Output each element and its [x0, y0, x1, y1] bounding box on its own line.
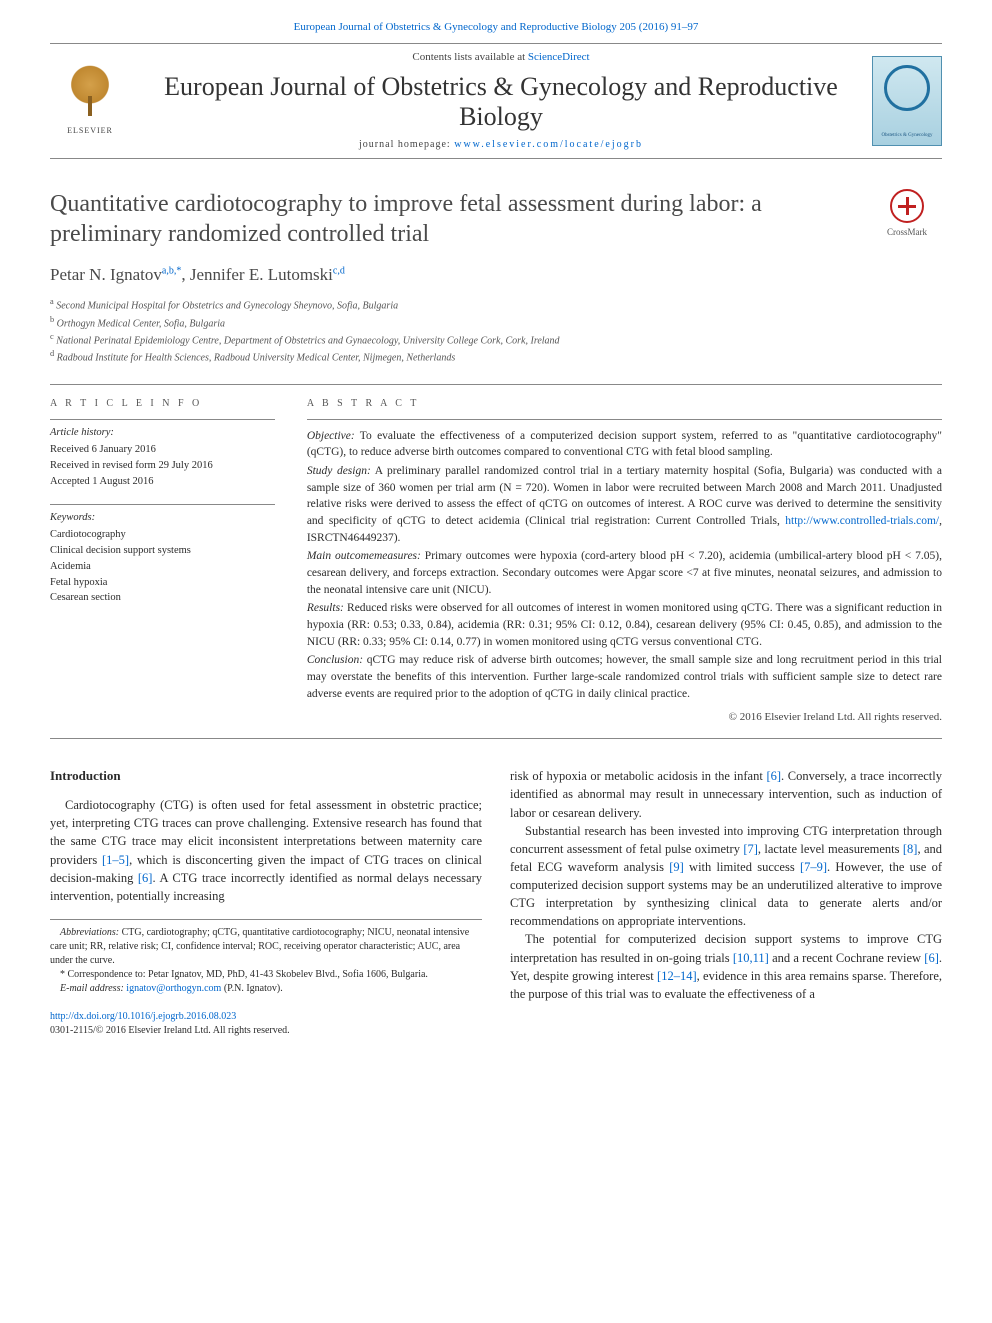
abstract-design-label: Study design: [307, 465, 371, 477]
title-row: Quantitative cardiotocography to improve… [50, 189, 942, 249]
history-accepted: Accepted 1 August 2016 [50, 474, 275, 490]
intro-paragraph-1-cont: risk of hypoxia or metabolic acidosis in… [510, 767, 942, 821]
sciencedirect-link[interactable]: ScienceDirect [528, 51, 590, 63]
authors-line: Petar N. Ignatova,b,*, Jennifer E. Lutom… [50, 263, 942, 287]
keyword-5: Cesarean section [50, 590, 275, 606]
abstract-results-text: Reduced risks were observed for all outc… [307, 602, 942, 647]
elsevier-tree-icon [62, 65, 118, 121]
email-suffix: (P.N. Ignatov). [221, 983, 282, 994]
article-title: Quantitative cardiotocography to improve… [50, 189, 872, 249]
journal-homepage-line: journal homepage: www.elsevier.com/locat… [130, 138, 872, 152]
keyword-3: Acidemia [50, 559, 275, 575]
ref-link-9[interactable]: [9] [669, 860, 684, 874]
homepage-prefix: journal homepage: [359, 139, 454, 150]
affiliation-d: Radboud Institute for Health Sciences, R… [57, 353, 456, 364]
issn-copyright-line: 0301-2115/© 2016 Elsevier Ireland Ltd. A… [50, 1024, 482, 1039]
abstract-conclusion-label: Conclusion: [307, 654, 363, 666]
history-revised: Received in revised form 29 July 2016 [50, 458, 275, 474]
ref-link-10-11[interactable]: [10,11] [733, 951, 769, 965]
affiliation-b: Orthogyn Medical Center, Sofia, Bulgaria [57, 318, 225, 329]
crossmark-label: CrossMark [887, 226, 927, 239]
ref-link-6c[interactable]: [6] [924, 951, 939, 965]
ref-link-6b[interactable]: [6] [766, 769, 781, 783]
doi-link[interactable]: http://dx.doi.org/10.1016/j.ejogrb.2016.… [50, 1011, 236, 1022]
p4-a: and a recent Cochrane review [769, 951, 924, 965]
abstract-objective-label: Objective: [307, 430, 355, 442]
ref-link-1-5[interactable]: [1–5] [102, 853, 129, 867]
author-separator: , [181, 265, 190, 284]
journal-cover-thumbnail: Obstetrics & Gynecology [872, 56, 942, 146]
abbreviations-label: Abbreviations: [60, 927, 119, 938]
contents-prefix: Contents lists available at [412, 51, 527, 63]
abstract-objective-text: To evaluate the effectiveness of a compu… [307, 430, 942, 459]
keyword-2: Clinical decision support systems [50, 543, 275, 559]
journal-name: European Journal of Obstetrics & Gynecol… [130, 72, 872, 132]
elsevier-wordmark: ELSEVIER [67, 125, 113, 136]
abstract-copyright: © 2016 Elsevier Ireland Ltd. All rights … [307, 710, 942, 726]
keywords-label: Keywords: [50, 511, 275, 526]
abstract-body: Objective: To evaluate the effectiveness… [307, 419, 942, 727]
masthead-center: Contents lists available at ScienceDirec… [130, 50, 872, 151]
p3-a: , lactate level measurements [758, 842, 903, 856]
journal-cover-caption: Obstetrics & Gynecology [873, 132, 941, 139]
email-label: E-mail address: [60, 983, 124, 994]
keyword-1: Cardiotocography [50, 527, 275, 543]
p2-pre: risk of hypoxia or metabolic acidosis in… [510, 769, 766, 783]
abstract-column: A B S T R A C T Objective: To evaluate t… [291, 385, 942, 739]
intro-paragraph-1: Cardiotocography (CTG) is often used for… [50, 796, 482, 905]
abstract-heading: A B S T R A C T [307, 397, 942, 411]
article-info-heading: A R T I C L E I N F O [50, 397, 275, 411]
trial-registry-link[interactable]: http://www.controlled-trials.com/ [785, 515, 939, 527]
ref-link-8[interactable]: [8] [903, 842, 918, 856]
body-column-right: risk of hypoxia or metabolic acidosis in… [510, 767, 942, 1039]
keywords-block: Keywords: Cardiotocography Clinical deci… [50, 504, 275, 606]
ref-link-6a[interactable]: [6] [138, 871, 153, 885]
info-abstract-row: A R T I C L E I N F O Article history: R… [50, 384, 942, 740]
footnotes-block: Abbreviations: CTG, cardiotography; qCTG… [50, 919, 482, 996]
abstract-conclusion-text: qCTG may reduce risk of adverse birth ou… [307, 654, 942, 699]
affiliation-c: National Perinatal Epidemiology Centre, … [56, 335, 559, 346]
journal-homepage-link[interactable]: www.elsevier.com/locate/ejogrb [454, 139, 643, 150]
affiliations-block: a Second Municipal Hospital for Obstetri… [50, 296, 942, 365]
keyword-4: Fetal hypoxia [50, 575, 275, 591]
running-head: European Journal of Obstetrics & Gynecol… [50, 20, 942, 35]
body-column-left: Introduction Cardiotocography (CTG) is o… [50, 767, 482, 1039]
crossmark-badge[interactable]: CrossMark [872, 189, 942, 239]
ref-link-12-14[interactable]: [12–14] [657, 969, 697, 983]
intro-paragraph-3: The potential for computerized decision … [510, 930, 942, 1003]
intro-paragraph-2: Substantial research has been invested i… [510, 822, 942, 931]
abstract-results-label: Results: [307, 602, 344, 614]
body-two-column: Introduction Cardiotocography (CTG) is o… [50, 767, 942, 1039]
article-history-block: Article history: Received 6 January 2016… [50, 419, 275, 490]
corresponding-text: Correspondence to: Petar Ignatov, MD, Ph… [65, 969, 428, 980]
contents-available-line: Contents lists available at ScienceDirec… [130, 50, 872, 65]
article-history-label: Article history: [50, 426, 275, 441]
elsevier-logo: ELSEVIER [50, 56, 130, 146]
affiliation-a: Second Municipal Hospital for Obstetrics… [56, 301, 398, 312]
ref-link-7-9[interactable]: [7–9] [800, 860, 827, 874]
history-received: Received 6 January 2016 [50, 442, 275, 458]
author-2-affiliations: c,d [333, 265, 345, 276]
introduction-heading: Introduction [50, 767, 482, 786]
p3-c: with limited success [684, 860, 800, 874]
abstract-outcomes-label: Main outcomemeasures: [307, 550, 421, 562]
author-2-name: Jennifer E. Lutomski [190, 265, 333, 284]
author-1-affiliations: a,b, [162, 265, 176, 276]
corresponding-email-link[interactable]: ignatov@orthogyn.com [126, 983, 221, 994]
masthead: ELSEVIER Contents lists available at Sci… [50, 43, 942, 158]
crossmark-icon [890, 189, 924, 223]
article-info-column: A R T I C L E I N F O Article history: R… [50, 385, 291, 739]
author-1-name: Petar N. Ignatov [50, 265, 162, 284]
doi-block: http://dx.doi.org/10.1016/j.ejogrb.2016.… [50, 1010, 482, 1039]
running-head-link[interactable]: European Journal of Obstetrics & Gynecol… [294, 21, 699, 33]
ref-link-7[interactable]: [7] [743, 842, 758, 856]
